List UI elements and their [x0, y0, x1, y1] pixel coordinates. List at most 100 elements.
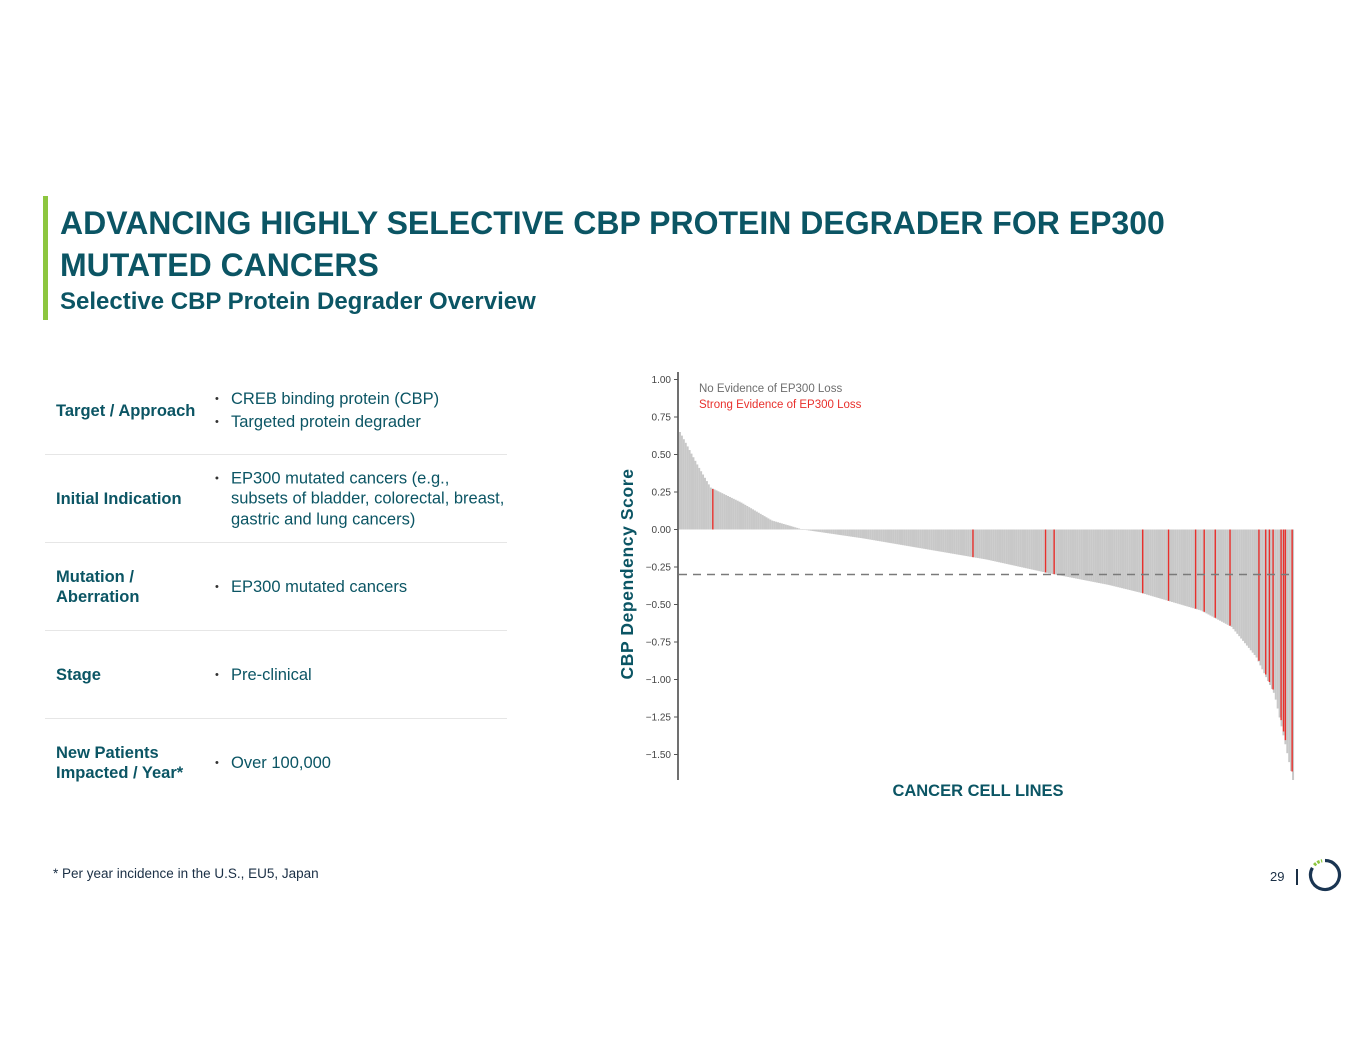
bar-cell-line	[700, 471, 703, 530]
bar-cell-line	[886, 529, 889, 543]
bar-cell-line	[992, 529, 995, 561]
bar-cell-line	[765, 517, 768, 530]
bar-cell-line	[850, 529, 853, 537]
bar-cell-line	[1272, 529, 1275, 693]
bar-cell-line	[817, 529, 820, 532]
bar-cell-line	[1153, 529, 1156, 597]
row-value: Pre-clinical	[215, 664, 505, 685]
bar-cell-line	[973, 529, 976, 558]
bar-cell-line	[1186, 529, 1189, 607]
table-row: Stage Pre-clinical	[45, 631, 507, 719]
bar-cell-line	[1242, 529, 1245, 641]
bar-cell-line	[1072, 529, 1075, 579]
bar-cell-line	[1240, 529, 1243, 639]
bar-cell-line	[1201, 529, 1204, 612]
y-tick-label: −0.75	[646, 638, 672, 649]
bar-cell-line	[807, 529, 810, 531]
bar-cell-line	[803, 529, 806, 530]
bar-cell-line	[978, 529, 981, 559]
bar-cell-line	[913, 529, 916, 548]
bar-cell-line	[727, 496, 730, 530]
bar-cell-line	[1049, 529, 1052, 574]
bar-cell-line	[826, 529, 829, 534]
bars-strong-evidence	[712, 489, 1293, 772]
bar-cell-line	[1001, 529, 1004, 564]
bar-cell-line	[800, 529, 803, 530]
bar-cell-line	[782, 523, 785, 530]
bar-cell-line	[753, 510, 756, 530]
bar-cell-line	[734, 499, 737, 530]
y-tick-label: −0.25	[646, 563, 672, 574]
bar-cell-line	[890, 529, 893, 544]
bar-cell-line	[1261, 529, 1264, 670]
bar-cell-line	[1019, 529, 1022, 567]
bar-cell-line	[1165, 529, 1168, 601]
bar-cell-line	[880, 529, 883, 542]
bar-cell-line	[725, 495, 728, 530]
bar-cell-line	[944, 529, 947, 553]
bar-cell-line	[1155, 529, 1158, 598]
bar-cell-line	[732, 498, 735, 530]
bar-cell-line	[1263, 529, 1266, 674]
bar-cell-line	[686, 446, 689, 530]
bar-cell-line	[838, 529, 841, 535]
bar-cell-line	[967, 529, 970, 557]
bar-cell-line	[1059, 529, 1062, 576]
bar-cell-line	[1140, 529, 1143, 593]
table-row: New Patients Impacted / Year* Over 100,0…	[45, 719, 507, 806]
bar-cell-line	[684, 442, 687, 530]
bar-cell-line	[775, 521, 778, 530]
bar-cell-line	[932, 529, 935, 551]
bar-cell-line	[876, 529, 879, 541]
bar-cell-line	[1182, 529, 1185, 606]
bar-cell-line	[915, 529, 918, 548]
bar-cell-line	[925, 529, 927, 550]
bar-cell-line	[892, 529, 895, 544]
bar-cell-line	[1007, 529, 1010, 565]
bar-cell-line	[996, 529, 999, 562]
page-separator	[1296, 869, 1298, 885]
bar-cell-line	[971, 529, 974, 558]
bar-cell-line	[1080, 529, 1083, 580]
bar-cell-line	[875, 529, 877, 541]
bar-cell-line	[882, 529, 885, 542]
bar-cell-line	[1003, 529, 1006, 564]
bar-cell-line	[851, 529, 854, 537]
bar-cell-line	[823, 529, 826, 533]
page-title: ADVANCING HIGHLY SELECTIVE CBP PROTEIN D…	[60, 205, 1165, 283]
bar-cell-line	[736, 500, 739, 530]
row-values: EP300 mutated cancers	[215, 573, 505, 600]
bar-cell-line	[940, 529, 943, 552]
bar-cell-line	[1111, 529, 1114, 586]
bar-cell-line	[1159, 529, 1162, 599]
bar-cell-line	[1061, 529, 1064, 576]
bar-cell-line	[836, 529, 839, 535]
bar-cell-line	[900, 529, 902, 545]
row-label: New Patients Impacted / Year*	[56, 743, 184, 782]
y-tick-label: 0.00	[652, 525, 672, 536]
bar-cell-line	[1132, 529, 1135, 591]
bar-cell-line	[1157, 529, 1160, 598]
x-axis-label: CANCER CELL LINES	[892, 782, 1063, 800]
y-tick-label: −1.00	[646, 675, 672, 686]
bar-cell-line	[1078, 529, 1081, 580]
bar-cell-line	[778, 522, 781, 530]
bar-cell-line	[988, 529, 991, 561]
bar-cell-line	[1211, 529, 1214, 617]
bar-cell-line	[1026, 529, 1029, 569]
table-row: Initial Indication EP300 mutated cancers…	[45, 455, 507, 543]
bar-cell-line	[1122, 529, 1125, 589]
bar-cell-line	[1180, 529, 1183, 605]
bar-cell-line	[811, 529, 814, 531]
bar-cell-line	[861, 529, 864, 539]
bar-cell-line	[1138, 529, 1141, 593]
bar-cell-line	[1034, 529, 1037, 571]
bar-cell-line	[1063, 529, 1066, 577]
bar-cell-line	[1101, 529, 1104, 584]
bar-cell-line	[1032, 529, 1035, 570]
bar-cell-line	[955, 529, 958, 555]
bar-cell-line	[1084, 529, 1087, 581]
bar-cell-line	[679, 432, 681, 530]
legend: No Evidence of EP300 Loss Strong Evidenc…	[699, 383, 862, 411]
bar-cell-line	[1088, 529, 1091, 582]
